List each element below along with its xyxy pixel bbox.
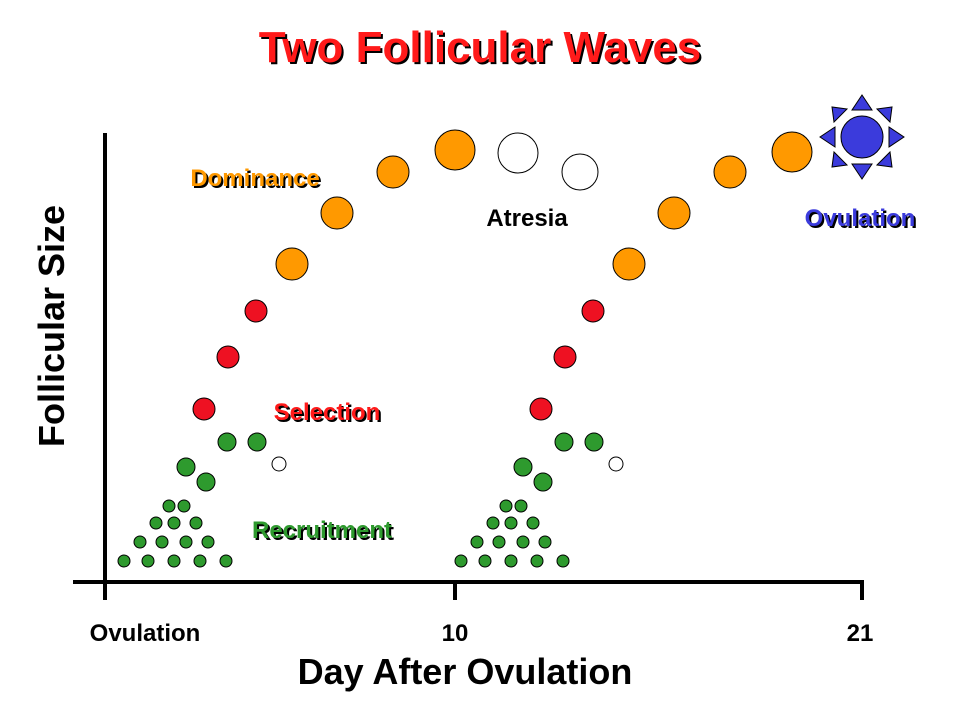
follicle	[499, 499, 513, 513]
follicle	[538, 535, 552, 549]
follicle	[478, 554, 492, 568]
title: Two Follicular Waves	[259, 23, 702, 72]
follicle	[561, 153, 599, 191]
follicle	[141, 554, 155, 568]
follicle	[529, 397, 553, 421]
follicle	[497, 132, 539, 174]
follicle	[434, 129, 476, 171]
follicle	[217, 432, 237, 452]
follicle	[192, 397, 216, 421]
follicle	[177, 499, 191, 513]
follicle	[176, 457, 196, 477]
x-tick-label: 10	[442, 620, 469, 647]
follicle	[657, 196, 691, 230]
follicle	[167, 554, 181, 568]
sun	[819, 94, 905, 180]
follicle	[504, 516, 518, 530]
follicle	[454, 554, 468, 568]
follicle	[133, 535, 147, 549]
follicle	[275, 247, 309, 281]
follicle	[320, 196, 354, 230]
follicle	[584, 432, 604, 452]
x-tick-label: 21	[847, 620, 874, 647]
follicle	[117, 554, 131, 568]
follicle	[219, 554, 233, 568]
follicle	[526, 516, 540, 530]
follicles	[117, 129, 813, 568]
x-tick-label: Ovulation	[90, 620, 201, 647]
y-axis-title: Follicular Size	[31, 205, 72, 447]
follicle	[216, 345, 240, 369]
follicle	[533, 472, 553, 492]
follicle	[155, 535, 169, 549]
follicle	[193, 554, 207, 568]
follicle	[492, 535, 506, 549]
follicle	[162, 499, 176, 513]
follicle	[612, 247, 646, 281]
follicle	[608, 456, 624, 472]
follicle	[581, 299, 605, 323]
label-ovulation: Ovulation	[805, 205, 916, 232]
x-axis-title: Day After Ovulation	[298, 651, 633, 692]
label-selection: Selection	[274, 399, 381, 426]
follicle	[530, 554, 544, 568]
follicle	[244, 299, 268, 323]
follicle	[247, 432, 267, 452]
follicle	[516, 535, 530, 549]
follicle	[201, 535, 215, 549]
follicle	[149, 516, 163, 530]
follicle	[553, 345, 577, 369]
follicle	[554, 432, 574, 452]
label-dominance: Dominance	[190, 165, 319, 192]
follicle	[486, 516, 500, 530]
label-atresia: Atresia	[486, 205, 568, 232]
follicle	[376, 155, 410, 189]
follicle	[556, 554, 570, 568]
follicle	[196, 472, 216, 492]
follicle	[470, 535, 484, 549]
follicle	[771, 131, 813, 173]
follicle	[271, 456, 287, 472]
follicle	[189, 516, 203, 530]
follicle	[514, 499, 528, 513]
follicle	[167, 516, 181, 530]
follicle	[513, 457, 533, 477]
follicle	[713, 155, 747, 189]
follicle	[504, 554, 518, 568]
follicle	[179, 535, 193, 549]
label-recruitment: Recruitment	[252, 517, 392, 544]
